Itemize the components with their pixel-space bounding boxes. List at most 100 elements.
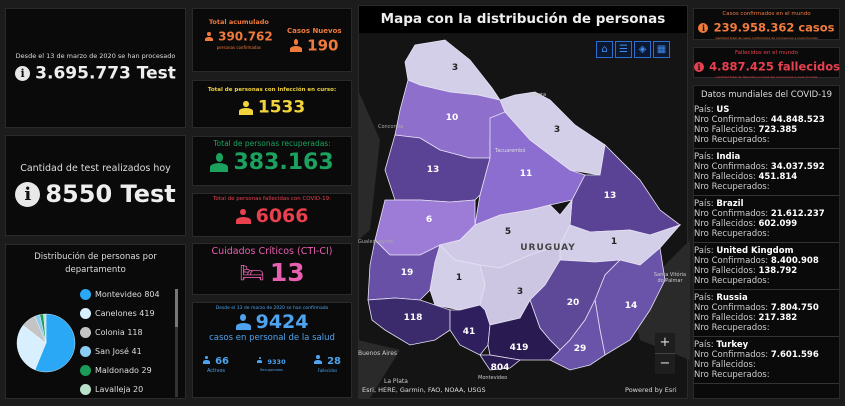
- health-label: casos en personal de la salud: [209, 333, 335, 343]
- legend-label: Maldonado 29: [95, 366, 152, 375]
- country-field: Brazil: [716, 199, 744, 209]
- country-field: 138.792: [758, 266, 798, 276]
- zoom-out-button[interactable]: −: [659, 356, 671, 371]
- country-item[interactable]: País: Turkey Nro Confirmados: 7.601.596 …: [694, 337, 839, 384]
- country-field: Nro Confirmados:: [694, 256, 771, 266]
- health-active-label: Activos: [206, 368, 226, 374]
- country-item[interactable]: País: Russia Nro Confirmados: 7.804.750 …: [694, 290, 839, 337]
- health-value: 9424: [255, 311, 309, 333]
- legend-swatch: [80, 365, 91, 376]
- legend-item[interactable]: Montevideo 804: [80, 285, 160, 304]
- person-icon: [290, 39, 303, 52]
- country-field: 8.400.908: [770, 256, 819, 266]
- info-icon: i: [694, 61, 704, 72]
- legend-item[interactable]: San José 41: [80, 342, 160, 361]
- country-field: Turkey: [716, 340, 749, 350]
- country-field: Nro Confirmados: 8.400.908: [694, 256, 839, 266]
- world-deaths-value: 4.887.425 fallecidos: [709, 59, 841, 74]
- country-field: País:: [694, 105, 717, 115]
- basemap-gallery-icon[interactable]: ▦: [653, 41, 670, 58]
- country-field: Nro Fallecidos:: [694, 360, 839, 370]
- country-field: Nro Fallecidos: 451.814: [694, 172, 839, 182]
- recovered-panel: Total de personas recuperadas: 383.163: [192, 136, 352, 186]
- country-field: Nro Fallecidos: 602.099: [694, 219, 839, 229]
- legend-item[interactable]: Maldonado 29: [80, 361, 160, 380]
- country-list[interactable]: País: US Nro Confirmados: 44.848.523 Nro…: [694, 102, 839, 384]
- active-value: 1533: [257, 97, 306, 118]
- cti-panel: Cuidados Críticos (CTI-CI) 🛏 13: [192, 243, 352, 295]
- country-field: Nro Confirmados: 7.601.596: [694, 350, 839, 360]
- person-icon: [205, 32, 213, 41]
- country-field: País: Russia: [694, 293, 839, 303]
- country-field: Nro Fallecidos:: [694, 219, 759, 229]
- pie-slice-canelones[interactable]: [16, 324, 47, 371]
- country-field: India: [716, 152, 741, 162]
- legend-item[interactable]: Lavalleja 20: [80, 380, 160, 399]
- country-field: Nro Confirmados: 21.612.237: [694, 209, 839, 219]
- country-item[interactable]: País: India Nro Confirmados: 34.037.592 …: [694, 149, 839, 196]
- world-cases-value: 239.958.362 casos: [713, 20, 835, 35]
- tests-total-panel: Desde el 13 de marzo de 2020 se han proc…: [5, 8, 186, 128]
- health-panel: Desde el 13 de marzo de 2020 se han conf…: [192, 302, 352, 398]
- tests-total-value: 3.695.773 Test: [35, 63, 176, 84]
- active-label: Total de personas con infección en curso…: [207, 87, 337, 93]
- country-field: Nro Fallecidos:: [694, 266, 759, 276]
- country-field: Nro Recuperados:: [694, 182, 770, 192]
- country-field: País: US: [694, 105, 839, 115]
- country-field: Nro Confirmados: 44.848.523: [694, 115, 839, 125]
- pie-slice-lavalleja[interactable]: [43, 313, 47, 344]
- world-cases-sub: Cantidad total de casos confirmados de c…: [715, 36, 818, 40]
- health-active: 66: [215, 356, 230, 367]
- legend-item[interactable]: Colonia 118: [80, 323, 160, 342]
- country-item[interactable]: País: US Nro Confirmados: 44.848.523 Nro…: [694, 102, 839, 149]
- person-icon: [203, 355, 210, 364]
- country-field: 7.601.596: [770, 350, 819, 360]
- country-field: Nro Fallecidos:: [694, 360, 756, 370]
- total-cases-label: Total acumulado: [208, 18, 269, 26]
- legend-swatch: [80, 384, 91, 395]
- health-deaths-label: Fallecidos: [317, 368, 338, 373]
- map-attribution: Esri, HERE, Garmin, FAO, NOAA, USGS: [362, 386, 486, 394]
- legend-swatch: [80, 308, 91, 319]
- country-field: Nro Fallecidos: 723.385: [694, 125, 839, 135]
- country-field: País: India: [694, 152, 839, 162]
- country-field: Nro Confirmados:: [694, 350, 771, 360]
- country-field: Nro Fallecidos:: [694, 172, 759, 182]
- home-icon[interactable]: ⌂: [596, 41, 613, 58]
- world-list-panel[interactable]: Datos mundiales del COVID-19 País: US Nr…: [693, 85, 840, 399]
- recovered-value: 383.163: [233, 150, 334, 175]
- map-panel[interactable]: Mapa con la distribución de personas: [358, 5, 688, 399]
- new-cases-value: 190: [307, 36, 339, 55]
- pie-slice-montevideo[interactable]: [34, 313, 76, 373]
- deaths-value: 6066: [255, 205, 309, 227]
- country-item[interactable]: País: United Kingdom Nro Confirmados: 8.…: [694, 243, 839, 290]
- distribution-panel: Distribución de personas por departament…: [5, 244, 186, 399]
- legend-item[interactable]: Canelones 419: [80, 304, 160, 323]
- chart-legend: Montevideo 804 Canelones 419 Colonia 118 Sa…: [80, 285, 160, 399]
- country-field: País: Turkey: [694, 340, 839, 350]
- country-field: Nro Recuperados:: [694, 135, 770, 145]
- layers-icon[interactable]: ◈: [634, 41, 651, 58]
- legend-scrollbar[interactable]: [175, 289, 178, 397]
- health-recovered-label: Recuperados: [260, 368, 283, 372]
- country-field: Nro Confirmados: 34.037.592: [694, 162, 839, 172]
- zoom-in-button[interactable]: +: [655, 333, 675, 354]
- tests-today-label: Cantidad de test realizados hoy: [20, 163, 171, 174]
- tests-today-panel: Cantidad de test realizados hoy i 8550 T…: [5, 135, 186, 236]
- world-cases-panel: Casos confirmados en el mundo i 239.958.…: [693, 8, 840, 40]
- health-deaths: 28: [327, 356, 341, 367]
- legend-list-icon[interactable]: ☰: [615, 41, 632, 58]
- world-cases-label: Casos confirmados en el mundo: [722, 11, 811, 17]
- legend-swatch: [80, 346, 91, 357]
- legend-label: Canelones 419: [95, 309, 155, 318]
- person-icon: [235, 208, 251, 224]
- legend-label: San José 41: [95, 347, 142, 356]
- country-item[interactable]: País: Brazil Nro Confirmados: 21.612.237…: [694, 196, 839, 243]
- country-field: Nro Confirmados: 7.804.750: [694, 303, 839, 313]
- world-deaths-panel: Fallecidos en el mundo i 4.887.425 falle…: [693, 47, 841, 79]
- country-field: País:: [694, 199, 717, 209]
- powered-by-esri[interactable]: Powered by Esri: [625, 386, 677, 394]
- health-since: Desde el 13 de marzo de 2020 se han conf…: [215, 306, 329, 311]
- deaths-label: Total de personas fallecidas con COVID-1…: [213, 196, 331, 202]
- country-field: Nro Fallecidos:: [694, 125, 759, 135]
